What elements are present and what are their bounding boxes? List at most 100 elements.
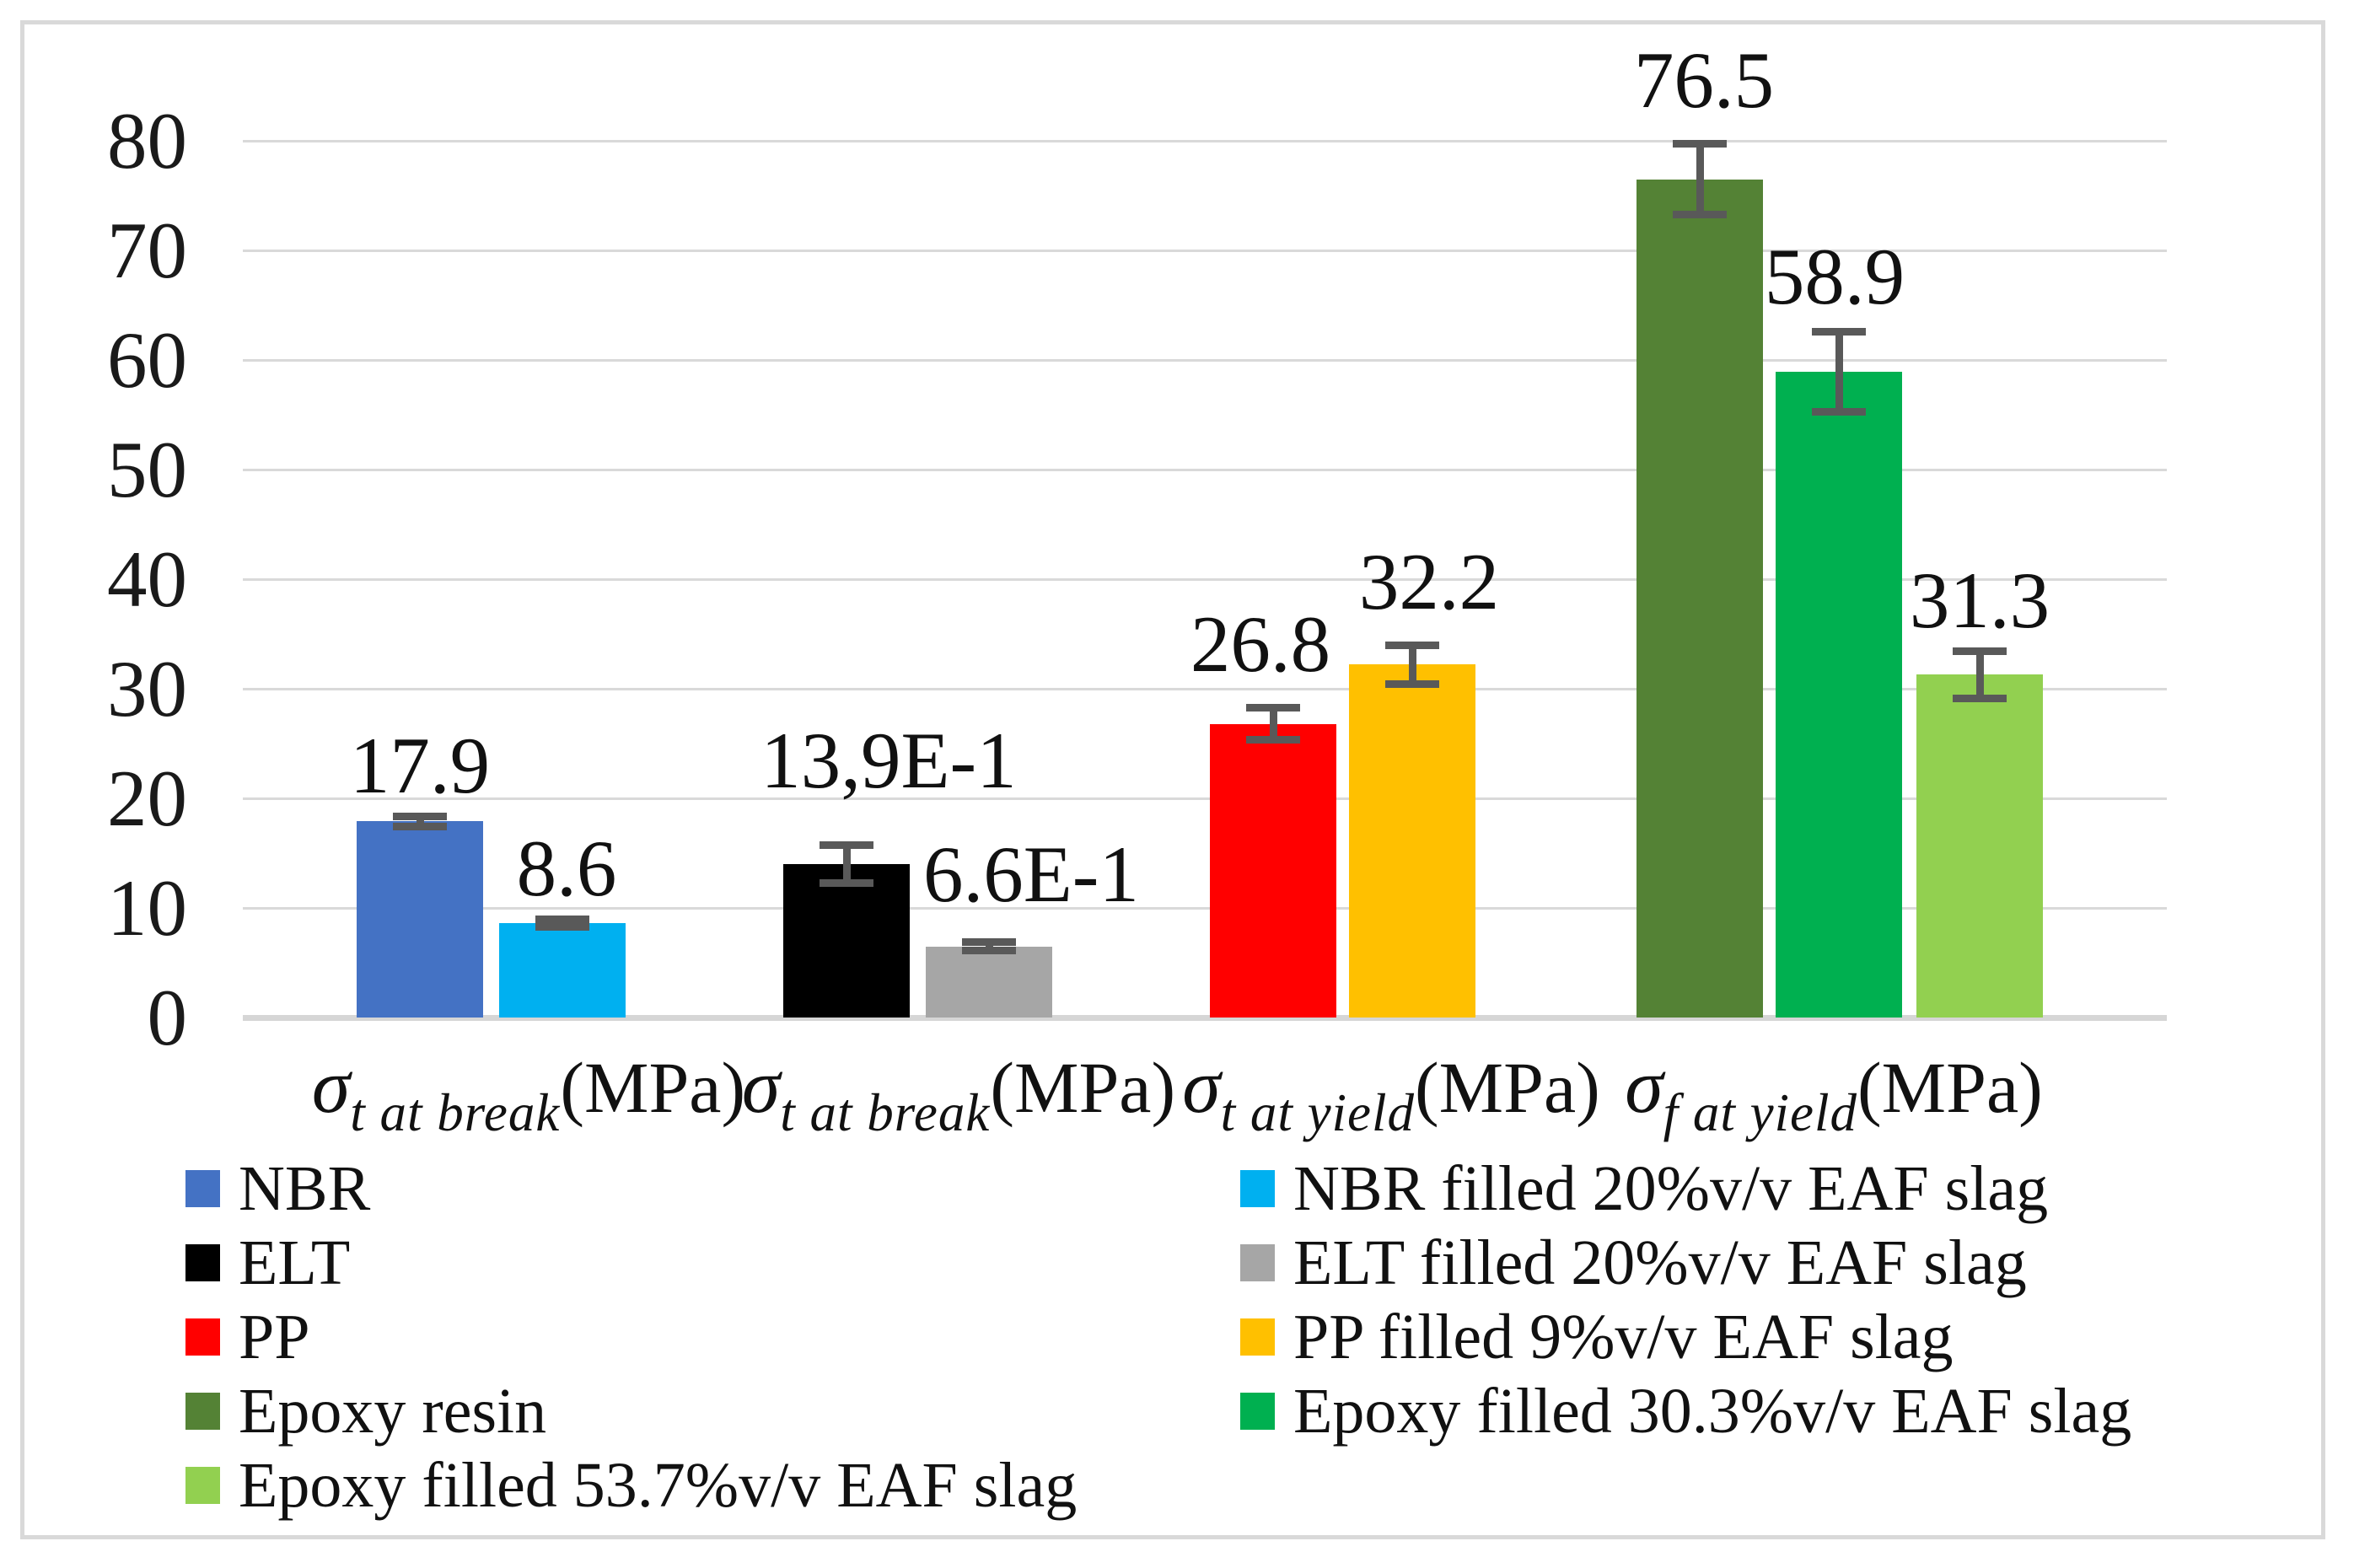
gridline-30 bbox=[243, 688, 2167, 690]
x-axis-label-4: σf at yield(MPa) bbox=[1539, 1044, 2129, 1142]
legend-swatch bbox=[1240, 1393, 1275, 1430]
x-axis-label-2: σt at break(MPa) bbox=[664, 1043, 1254, 1142]
error-bar-cap-bottom bbox=[962, 947, 1016, 955]
bar-value-label: 26.8 bbox=[1190, 599, 1331, 690]
error-bar bbox=[1975, 647, 1984, 702]
error-bar-cap-top bbox=[1812, 328, 1866, 336]
bar-value-label: 76.5 bbox=[1633, 35, 1775, 125]
bar-elt bbox=[783, 864, 910, 1018]
error-bar-cap-top bbox=[393, 812, 447, 820]
legend-swatch bbox=[185, 1244, 220, 1281]
error-bar bbox=[416, 812, 424, 830]
legend-label: PP bbox=[239, 1302, 310, 1372]
error-bar-cap-top bbox=[1246, 704, 1300, 712]
legend-item-epoxy-resin: Epoxy resin bbox=[185, 1374, 546, 1448]
bar-pp bbox=[1210, 723, 1336, 1018]
bar-value-label: 13,9E-1 bbox=[760, 715, 1017, 805]
y-tick-label-10: 10 bbox=[107, 863, 187, 953]
legend-swatch bbox=[185, 1393, 220, 1430]
error-bar-cap-bottom bbox=[1953, 694, 2007, 702]
y-tick-label-60: 60 bbox=[107, 315, 187, 405]
error-bar-cap-bottom bbox=[1673, 211, 1727, 219]
gridline-60 bbox=[243, 359, 2167, 362]
gridline-20 bbox=[243, 797, 2167, 800]
legend-item-pp: PP bbox=[185, 1300, 310, 1374]
legend-label: ELT bbox=[239, 1227, 351, 1298]
sigma-symbol: σ bbox=[1182, 1043, 1221, 1129]
legend-item-epoxy-filled-30-3-v-v-eaf-slag: Epoxy filled 30.3%v/v EAF slag bbox=[1240, 1374, 2131, 1448]
legend: NBR ELT PP Epoxy resin Epoxy filled 53.7%v/v… bbox=[24, 24, 2321, 1535]
sigma-symbol: σ bbox=[741, 1043, 781, 1129]
legend-label: Epoxy filled 30.3%v/v EAF slag bbox=[1293, 1376, 2132, 1447]
legend-item-pp-filled-9-v-v-eaf-slag: PP filled 9%v/v EAF slag bbox=[1240, 1300, 1954, 1374]
plot-area: 0 10 20 30 40 50 60 70 80 17.9 8.6 13,9E-1 6.6E-1 26.… bbox=[24, 24, 2321, 1535]
sigma-symbol: σ bbox=[311, 1043, 351, 1129]
gridline-50 bbox=[243, 469, 2167, 471]
bar-nbr-filled-20-v-v-eaf-slag bbox=[499, 923, 626, 1018]
error-bar-cap-bottom bbox=[393, 822, 447, 830]
legend-swatch bbox=[185, 1318, 220, 1356]
error-bar bbox=[985, 937, 993, 955]
bar-value-label: 17.9 bbox=[349, 720, 491, 810]
unit-text: (MPa) bbox=[1415, 1047, 1600, 1128]
legend-item-nbr-filled-20-v-v-eaf-slag: NBR filled 20%v/v EAF slag bbox=[1240, 1152, 2048, 1226]
error-bar-cap-top bbox=[535, 916, 589, 924]
unit-text: (MPa) bbox=[560, 1047, 746, 1128]
legend-label: ELT filled 20%v/v EAF slag bbox=[1293, 1227, 2027, 1298]
error-bar-cap-bottom bbox=[1812, 408, 1866, 416]
legend-swatch bbox=[185, 1170, 220, 1207]
sigma-subscript: t at break bbox=[350, 1083, 561, 1142]
error-bar-cap-top bbox=[1385, 642, 1439, 650]
y-tick-label-80: 80 bbox=[107, 96, 187, 185]
error-bar bbox=[1835, 328, 1843, 416]
legend-item-elt-filled-20-v-v-eaf-slag: ELT filled 20%v/v EAF slag bbox=[1240, 1226, 2027, 1300]
y-tick-label-70: 70 bbox=[107, 206, 187, 295]
legend-label: NBR bbox=[239, 1153, 371, 1224]
legend-label: NBR filled 20%v/v EAF slag bbox=[1293, 1153, 2049, 1224]
bar-epoxy-filled-30-3-v-v-eaf-slag bbox=[1776, 372, 1902, 1018]
y-tick-label-40: 40 bbox=[107, 534, 187, 624]
bar-value-label: 58.9 bbox=[1764, 232, 1905, 322]
error-bar-cap-bottom bbox=[535, 923, 589, 932]
bar-nbr bbox=[357, 821, 483, 1018]
sigma-subscript: t at yield bbox=[1220, 1083, 1416, 1142]
error-bar-cap-top bbox=[962, 937, 1016, 946]
error-bar-cap-top bbox=[1953, 647, 2007, 655]
y-tick-label-50: 50 bbox=[107, 425, 187, 514]
error-bar-cap-bottom bbox=[820, 879, 873, 888]
legend-item-nbr: NBR bbox=[185, 1152, 370, 1226]
error-bar bbox=[1269, 704, 1277, 744]
sigma-subscript: t at break bbox=[780, 1083, 991, 1142]
bar-epoxy-resin bbox=[1637, 179, 1763, 1018]
unit-text: (MPa) bbox=[990, 1047, 1176, 1128]
legend-swatch bbox=[1240, 1318, 1275, 1356]
gridline-0 bbox=[243, 1015, 2167, 1021]
bar-epoxy-filled-53-7-v-v-eaf-slag bbox=[1916, 674, 2043, 1018]
chart-frame: 0 10 20 30 40 50 60 70 80 17.9 8.6 13,9E-1 6.6E-1 26.… bbox=[20, 20, 2325, 1539]
legend-label: PP filled 9%v/v EAF slag bbox=[1293, 1302, 1954, 1372]
error-bar bbox=[1408, 642, 1416, 688]
bar-value-label: 31.3 bbox=[1909, 555, 2050, 645]
gridline-10 bbox=[243, 907, 2167, 910]
error-bar bbox=[842, 840, 851, 888]
legend-item-elt: ELT bbox=[185, 1226, 350, 1300]
legend-label: Epoxy filled 53.7%v/v EAF slag bbox=[239, 1450, 1078, 1521]
legend-item-epoxy-filled-53-7-v-v-eaf-slag: Epoxy filled 53.7%v/v EAF slag bbox=[185, 1448, 1077, 1522]
unit-text: (MPa) bbox=[1857, 1047, 2043, 1128]
bar-value-label: 6.6E-1 bbox=[923, 829, 1139, 919]
legend-label: Epoxy resin bbox=[239, 1376, 547, 1447]
legend-swatch bbox=[185, 1467, 220, 1504]
gridline-40 bbox=[243, 578, 2167, 581]
error-bar-cap-bottom bbox=[1385, 679, 1439, 688]
error-bar-cap-bottom bbox=[1246, 736, 1300, 744]
bar-value-label: 8.6 bbox=[516, 824, 617, 914]
legend-swatch bbox=[1240, 1244, 1275, 1281]
y-tick-label-0: 0 bbox=[147, 973, 188, 1062]
error-bar bbox=[1696, 139, 1704, 219]
bar-elt-filled-20-v-v-eaf-slag bbox=[926, 946, 1052, 1018]
gridline-70 bbox=[243, 250, 2167, 252]
gridline-80 bbox=[243, 140, 2167, 142]
error-bar-cap-top bbox=[820, 840, 873, 849]
legend-swatch bbox=[1240, 1170, 1275, 1207]
